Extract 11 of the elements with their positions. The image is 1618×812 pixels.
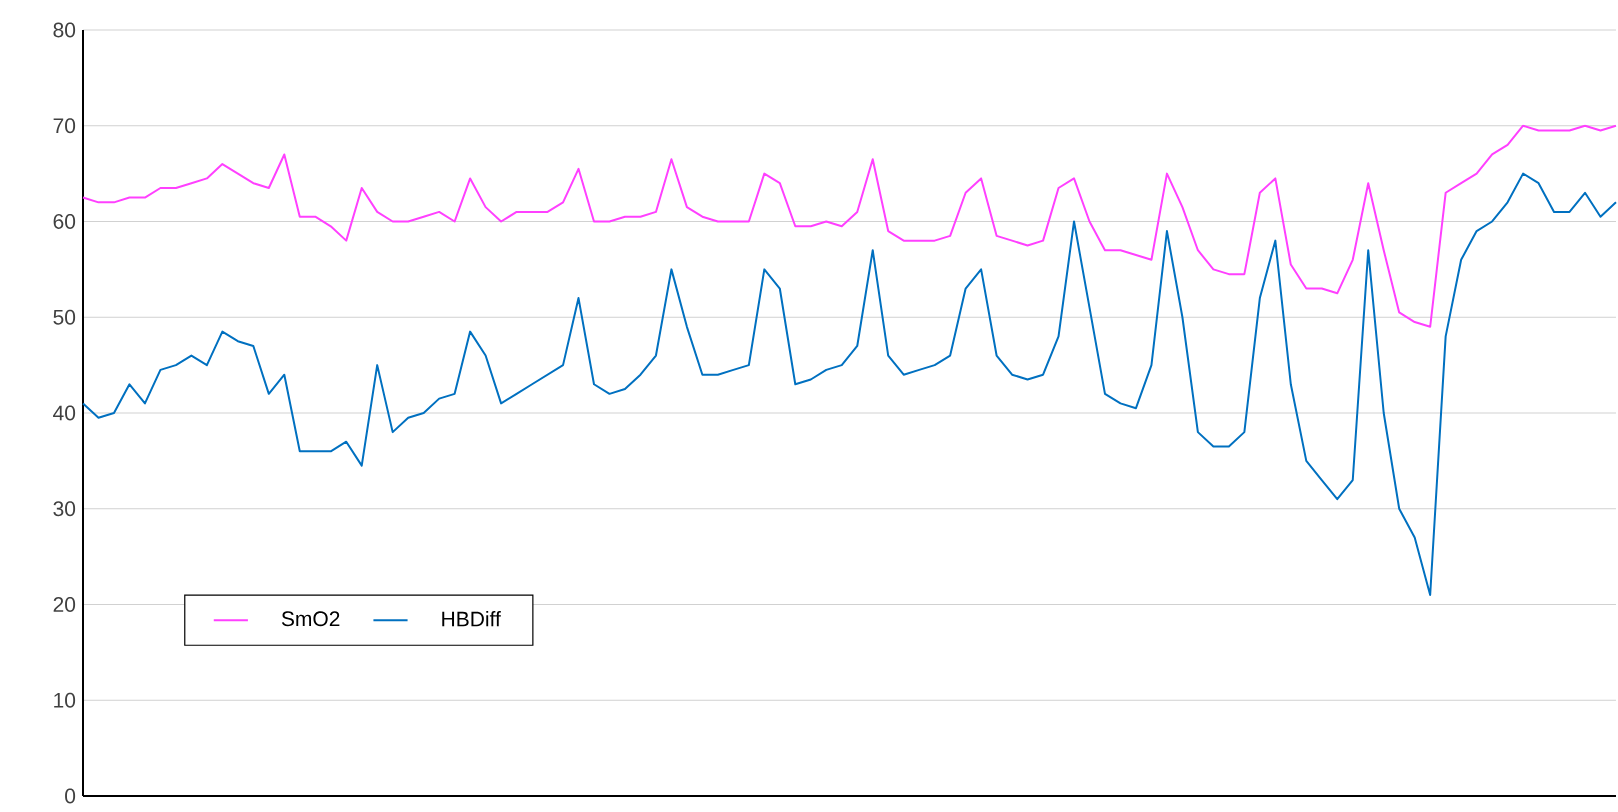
y-tick-label: 10 xyxy=(54,692,76,708)
y-tick-label: 50 xyxy=(53,309,76,325)
y-tick-label: 0 xyxy=(65,788,76,804)
y-tick-label: 30 xyxy=(53,501,76,517)
y-tick-label: 40 xyxy=(53,405,76,421)
y-tick-label: 60 xyxy=(53,214,76,229)
legend-label: HBDiff xyxy=(442,611,501,627)
y-tick-label: 20 xyxy=(53,597,76,612)
legend-label: SmO2 xyxy=(281,611,340,627)
y-tick-label: 70 xyxy=(53,118,76,134)
y-tick-label: 80 xyxy=(53,22,76,38)
